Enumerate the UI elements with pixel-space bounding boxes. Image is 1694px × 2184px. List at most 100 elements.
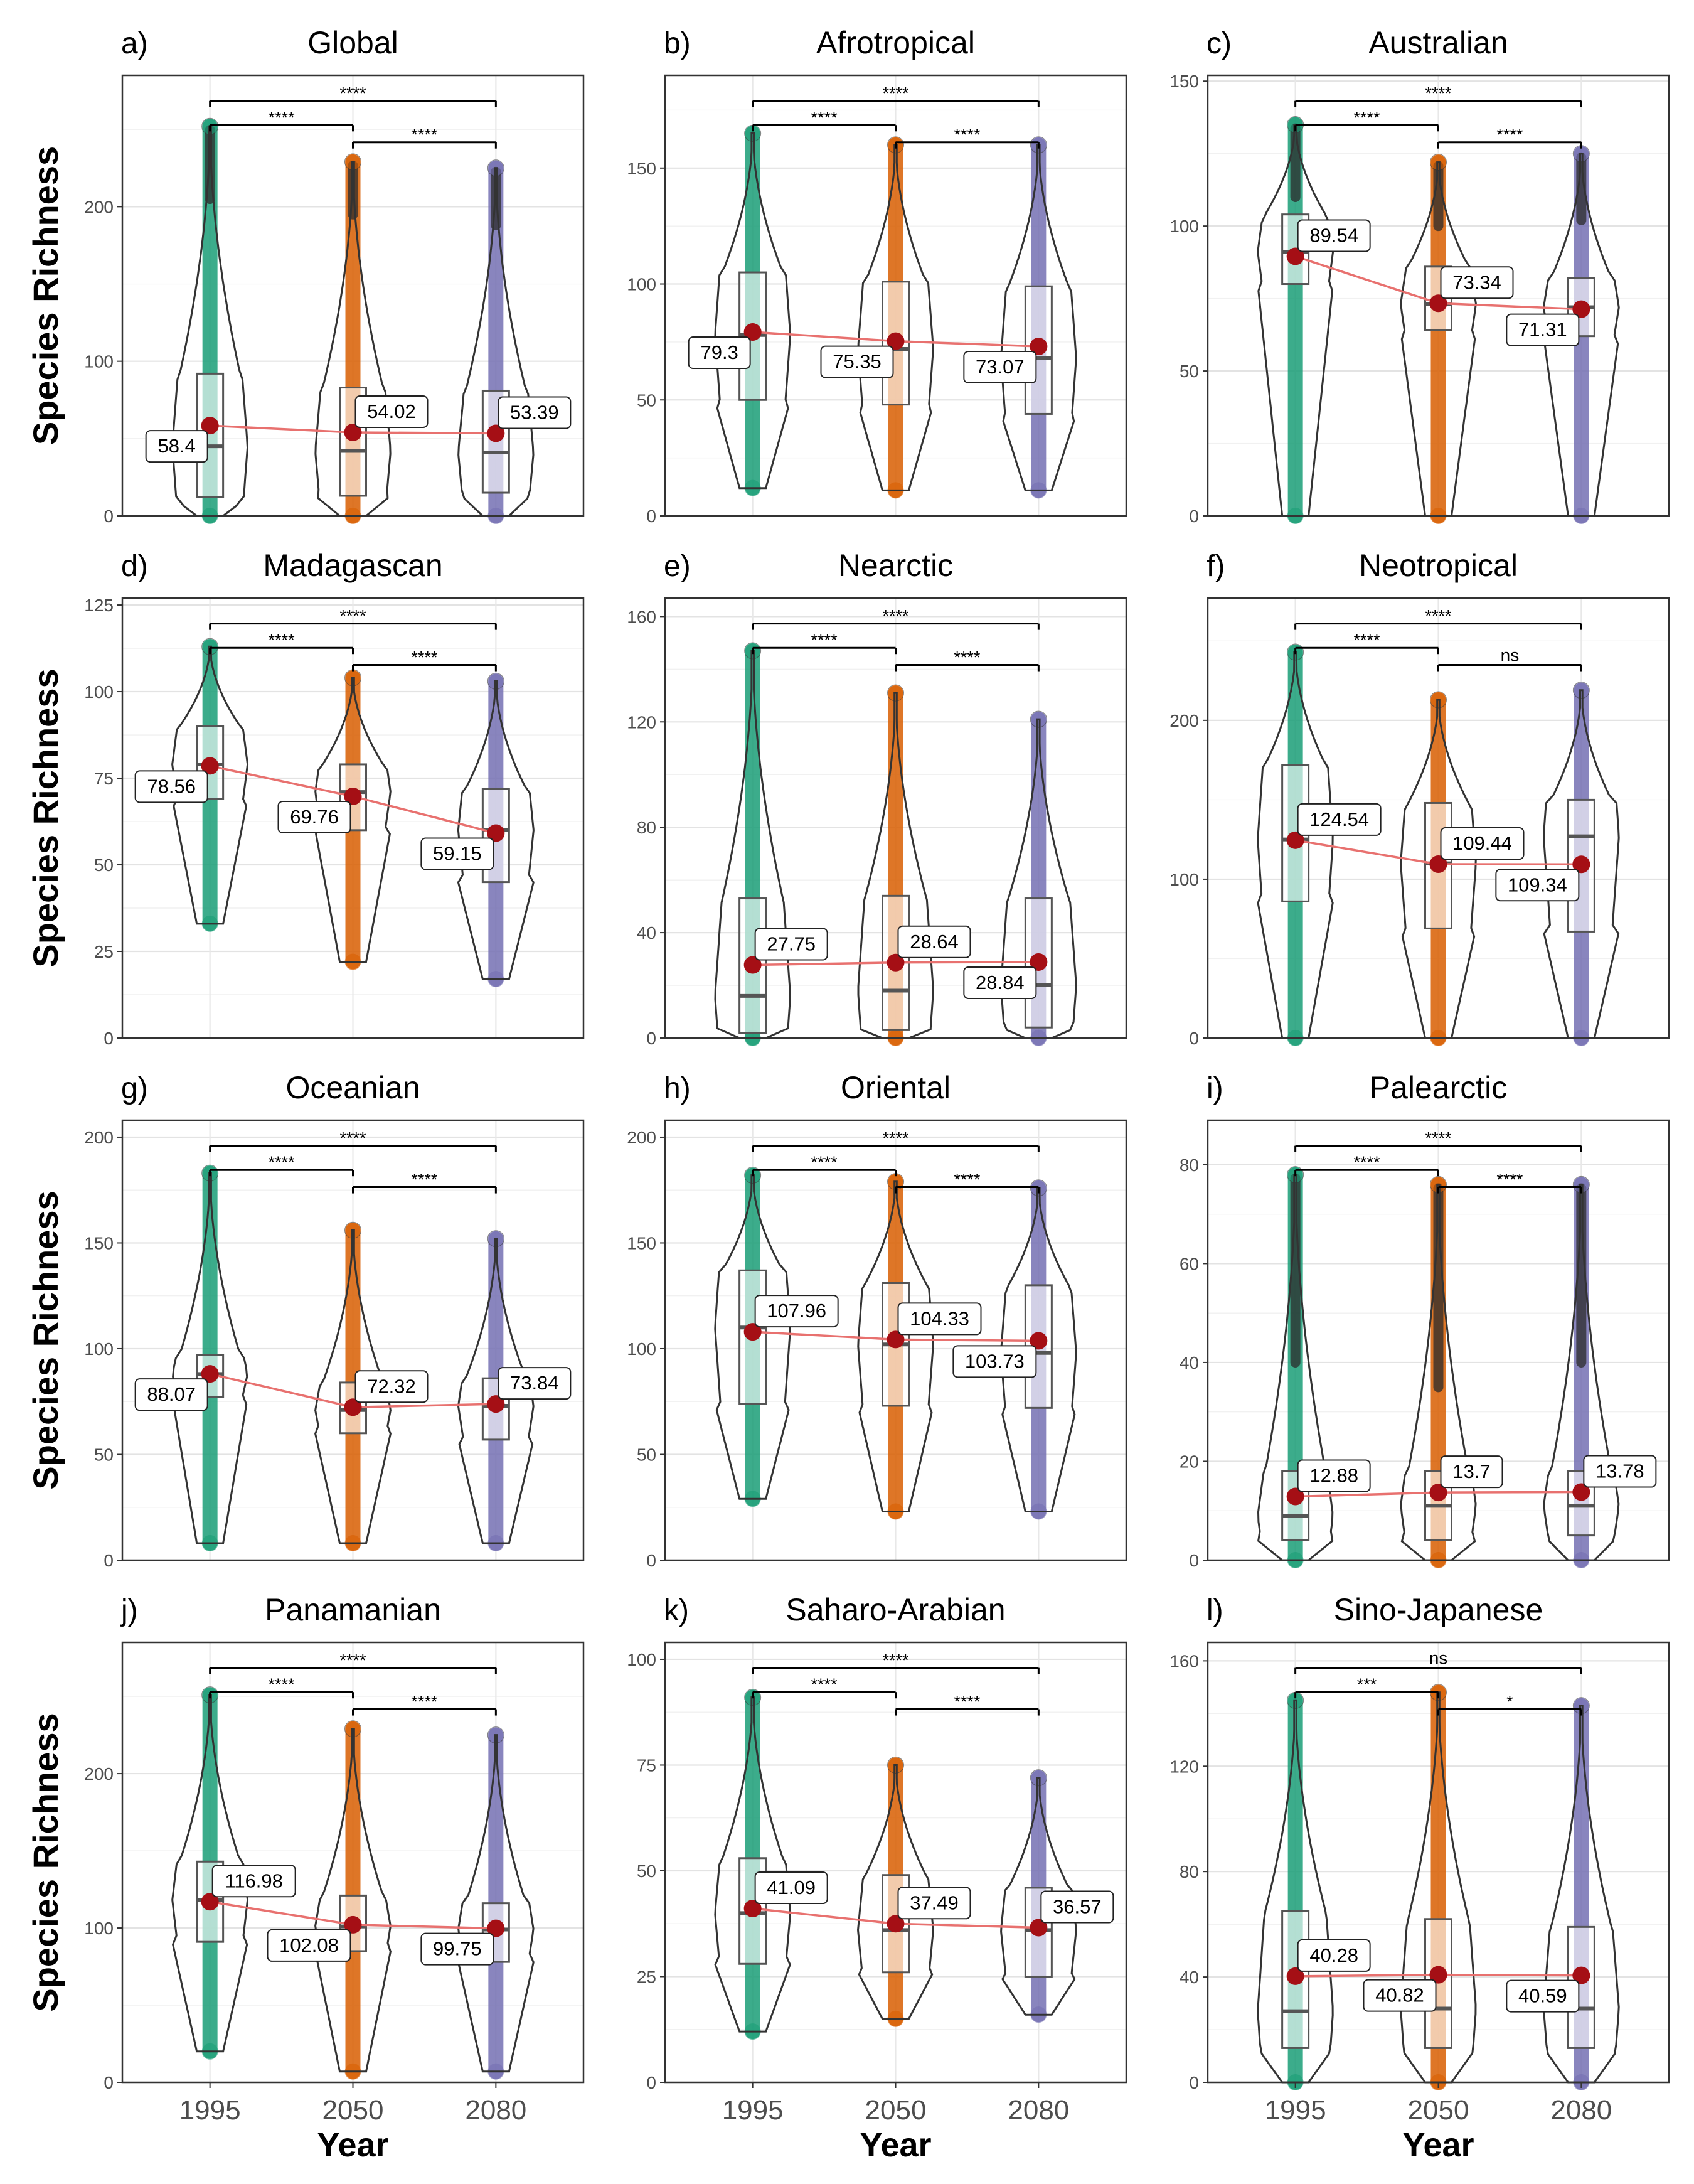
violin-2080	[1543, 1183, 1620, 1561]
panel-title: Global	[307, 25, 398, 60]
mean-label-box	[145, 430, 208, 463]
y-tick-label: 40	[1180, 1353, 1199, 1373]
panel-title: Oriental	[841, 1070, 951, 1105]
mean-label: 109.34	[1508, 874, 1567, 896]
mean-label-box	[820, 345, 894, 378]
significance-label: ****	[954, 1693, 981, 1711]
mean-point-2080	[1572, 1966, 1590, 1984]
y-tick-label: 150	[1169, 72, 1199, 91]
violin-2080	[1000, 1777, 1077, 2016]
mean-point-1995	[1286, 831, 1304, 849]
mean-label: 27.75	[767, 933, 816, 955]
violin-1995	[171, 125, 249, 517]
mean-label: 40.59	[1518, 1985, 1567, 2007]
significance-label: ****	[411, 126, 438, 144]
y-tick-label: 50	[637, 390, 656, 410]
y-axis-title: Species Richness	[26, 668, 65, 967]
violin-1995	[714, 132, 791, 490]
y-tick-label: 100	[1169, 217, 1199, 236]
significance-label: ****	[811, 1153, 838, 1172]
y-tick-label: 40	[1180, 1967, 1199, 1987]
mean-label: 78.56	[147, 775, 196, 797]
mean-label-box	[1440, 1455, 1503, 1489]
panel-label: d)	[121, 550, 148, 583]
significance-label: ****	[882, 1651, 909, 1670]
significance-label: ****	[1425, 1129, 1452, 1148]
y-tick-label: 25	[94, 942, 114, 961]
y-tick-label: 150	[84, 1233, 114, 1253]
mean-label-box	[1440, 266, 1514, 299]
significance-label: ****	[954, 1170, 981, 1189]
panel-label: c)	[1207, 27, 1232, 60]
significance-label: ****	[1425, 84, 1452, 103]
mean-label: 59.15	[433, 843, 482, 865]
mean-label: 13.7	[1452, 1460, 1490, 1482]
mean-label: 73.34	[1452, 271, 1501, 293]
panel-label: f)	[1207, 550, 1225, 583]
mean-point-2080	[1030, 1919, 1048, 1937]
mean-point-2050	[887, 332, 905, 350]
y-tick-label: 120	[627, 712, 656, 732]
mean-label: 89.54	[1309, 224, 1358, 246]
mean-label-box	[897, 1887, 971, 1920]
mean-point-1995	[201, 1893, 219, 1911]
mean-point-2050	[887, 953, 905, 972]
violin-2050	[857, 692, 934, 1039]
panel-border	[664, 597, 1127, 1039]
violin-1995	[714, 650, 791, 1039]
mean-label-box	[1040, 1890, 1114, 1924]
panel-title: Australian	[1368, 25, 1508, 60]
panel-title: Saharo-Arabian	[786, 1592, 1005, 1627]
mean-label: 116.98	[225, 1870, 283, 1892]
mean-label-box	[1297, 803, 1382, 836]
significance-label: ****	[411, 1170, 438, 1189]
y-tick-label: 75	[94, 769, 114, 788]
y-tick-label: 50	[94, 1445, 114, 1464]
panel-title: Afrotropical	[816, 25, 975, 60]
y-tick-label: 0	[1189, 506, 1199, 526]
panel-label: e)	[664, 550, 691, 583]
violin-1995	[1257, 651, 1334, 1039]
panel-border	[121, 1119, 585, 1561]
mean-point-2050	[1429, 1484, 1447, 1502]
y-tick-label: 0	[104, 2073, 114, 2092]
mean-point-2080	[487, 1919, 505, 1937]
mean-point-2080	[1030, 1332, 1048, 1350]
y-axis-title: Species Richness	[26, 1191, 65, 1489]
mean-label: 36.57	[1053, 1896, 1102, 1918]
violin-1995	[171, 1694, 249, 2053]
panel-madagascan: 0 25 50 75 100 125 78.56 69.76 59.15 **** **** ****…	[26, 548, 585, 1048]
mean-label: 124.54	[1309, 808, 1369, 830]
mean-label-box	[267, 1929, 351, 1962]
violin-2080	[457, 680, 535, 980]
y-tick-label: 50	[637, 1861, 656, 1881]
mean-label-box	[1297, 1939, 1371, 1972]
significance-label: ****	[339, 1651, 366, 1670]
violin-2050	[1400, 161, 1477, 517]
y-tick-label: 0	[104, 1551, 114, 1570]
mean-point-2050	[344, 423, 362, 441]
mean-label: 104.33	[910, 1307, 969, 1329]
x-axis-title: Year	[860, 2126, 931, 2164]
x-tick-label: 1995	[1265, 2095, 1326, 2126]
significance-label: ****	[411, 1693, 438, 1711]
panel-saharo-arabian: 0 25 50 75 100 41.09 37.49 36.57 **** **** **** k) S…	[627, 1592, 1127, 2164]
violin-2050	[1400, 699, 1477, 1039]
significance-label: ****	[954, 126, 981, 144]
panel-label: i)	[1207, 1072, 1223, 1105]
mean-label: 107.96	[767, 1300, 826, 1322]
mean-point-2080	[1572, 1483, 1590, 1501]
panel-afrotropical: 0 50 100 150 79.3 75.35 73.07 **** **** **** b) Afr…	[627, 25, 1127, 526]
violin-2050	[314, 1229, 392, 1544]
x-tick-label: 1995	[179, 2095, 241, 2126]
mean-label: 109.44	[1452, 832, 1512, 854]
mean-point-2080	[487, 1395, 505, 1413]
mean-label-box	[754, 928, 828, 961]
mean-label-box	[963, 966, 1037, 999]
violin-2050	[1400, 1183, 1477, 1561]
y-tick-label: 0	[646, 1029, 656, 1048]
mean-point-2050	[887, 1915, 905, 1933]
y-axis-title: Species Richness	[26, 1713, 65, 2011]
mean-point-2050	[344, 1915, 362, 1934]
